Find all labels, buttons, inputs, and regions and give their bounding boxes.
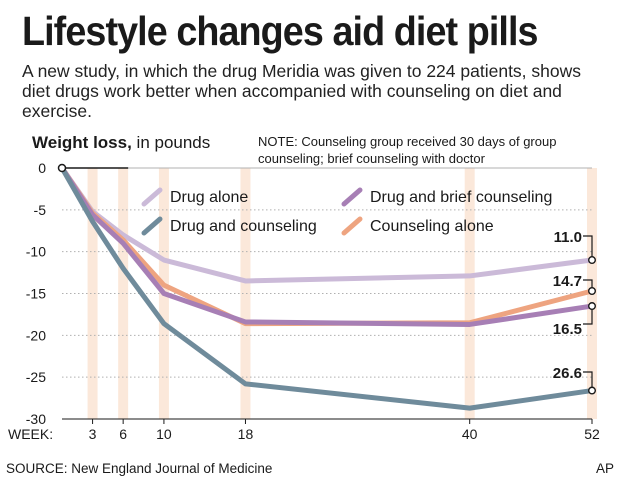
legend-label: Drug and counseling [170, 218, 317, 235]
legend-label: Drug and brief counseling [370, 189, 552, 206]
chart-note: NOTE: Counseling group received 30 days … [258, 134, 557, 166]
week-band-3 [87, 168, 98, 419]
series-line-drug-and-brief-counseling [59, 165, 595, 327]
y-tick-label: 0 [38, 160, 46, 176]
end-point-marker [588, 286, 597, 295]
y-tick-label: -10 [26, 244, 46, 260]
legend-swatch [141, 216, 163, 236]
y-tick-label: -30 [26, 411, 46, 427]
start-point [57, 163, 67, 173]
x-tick-label: 18 [238, 426, 254, 442]
end-value-label: 11.0 [554, 229, 582, 246]
legend-swatch [141, 187, 163, 207]
y-tick-label: -25 [26, 369, 46, 385]
legend-item: Drug and counseling [141, 216, 317, 236]
x-tick-label: 52 [584, 426, 600, 442]
source-credit: SOURCE: New England Journal of Medicine [6, 461, 273, 476]
callout-bracket [583, 235, 593, 261]
y-tick-label: -15 [26, 286, 46, 302]
series-line-drug-and-counseling [59, 165, 595, 411]
x-tick-label: 10 [156, 426, 172, 442]
legend-label: Drug alone [170, 189, 248, 206]
end-value-label: 16.5 [553, 321, 582, 338]
end-value-label: 26.6 [553, 365, 582, 382]
end-point-marker [588, 386, 597, 395]
week-band-18 [240, 168, 251, 419]
legend-label: Counseling alone [370, 218, 494, 235]
y-axis-label-bold: Weight loss, [32, 133, 132, 152]
y-tick-label: -5 [34, 202, 47, 218]
end-point-marker [588, 302, 597, 311]
x-tick-label: 3 [89, 426, 97, 442]
y-axis-label: Weight loss, in pounds [32, 133, 210, 153]
legend-item: Drug and brief counseling [341, 187, 552, 207]
legend-swatch [341, 216, 363, 236]
x-axis-prefix: WEEK: [8, 426, 53, 442]
y-tick-label: -20 [26, 327, 46, 343]
x-tick-label: 40 [462, 426, 478, 442]
legend-item: Drug alone [141, 187, 248, 207]
y-axis-label-rest: in pounds [131, 133, 211, 152]
legend-swatch [341, 187, 363, 207]
x-tick-label: 6 [119, 426, 127, 442]
callout-bracket [583, 371, 593, 391]
chart-title: Lifestyle changes aid diet pills [22, 8, 538, 54]
callout-bracket [583, 306, 593, 325]
legend-item: Counseling alone [341, 216, 494, 236]
week-band-40 [464, 168, 475, 419]
agency-credit: AP [595, 461, 614, 476]
end-value-label: 14.7 [553, 273, 582, 290]
chart-subtitle: A new study, in which the drug Meridia w… [22, 61, 582, 121]
end-point-marker [588, 256, 597, 265]
